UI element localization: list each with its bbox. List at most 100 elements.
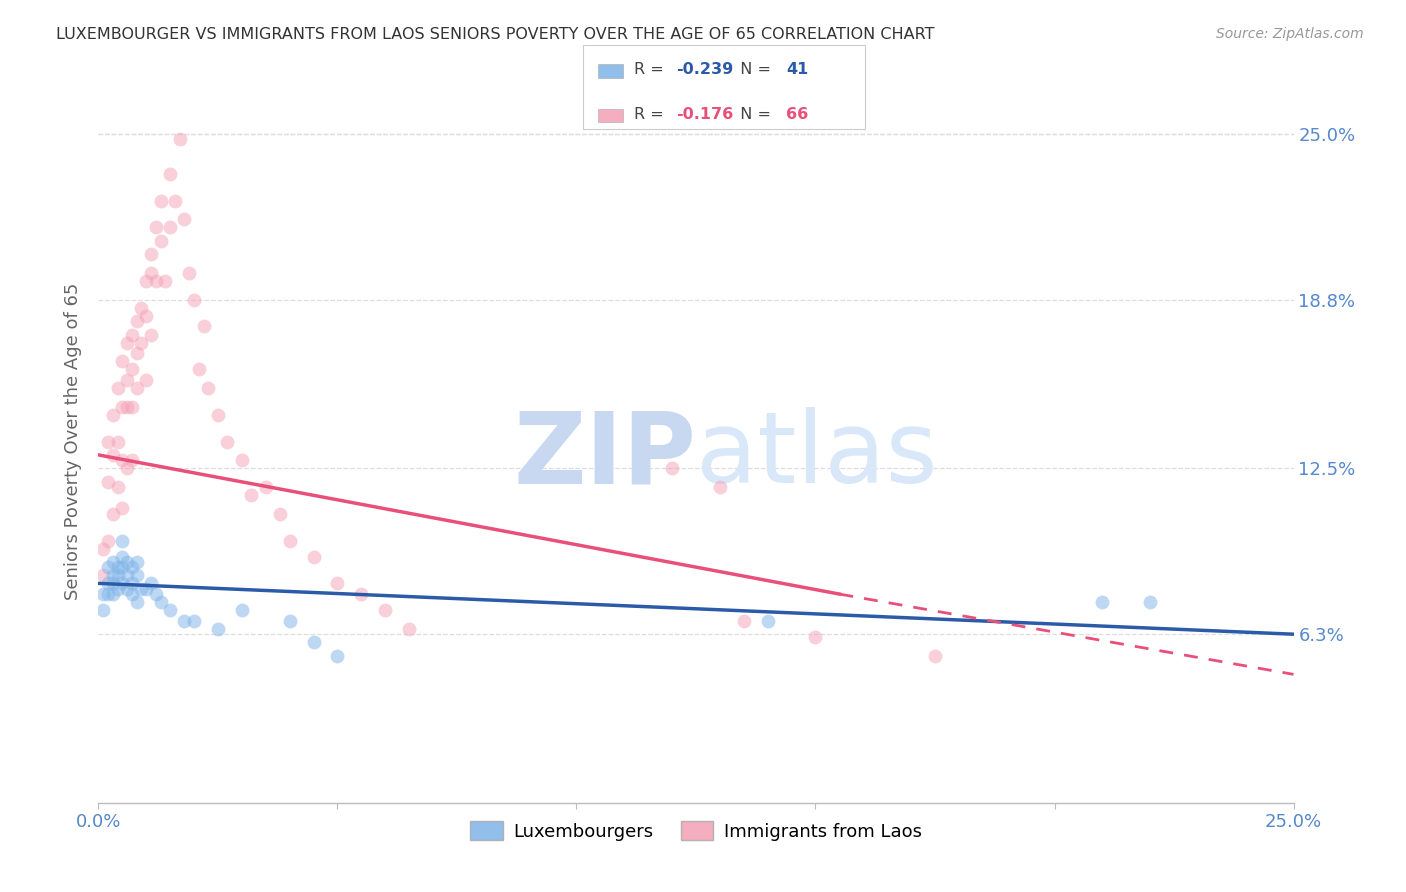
- Point: [101, 568, 124, 582]
- Point: [159, 603, 181, 617]
- Point: [135, 582, 157, 596]
- Point: [107, 582, 129, 596]
- Point: [115, 568, 138, 582]
- Point: [149, 194, 172, 208]
- Text: -0.239: -0.239: [676, 62, 734, 77]
- Point: [173, 614, 195, 628]
- Point: [269, 507, 291, 521]
- Point: [121, 327, 143, 342]
- Point: [121, 576, 143, 591]
- Point: [1091, 595, 1114, 609]
- Point: [145, 587, 167, 601]
- Point: [326, 648, 349, 663]
- Point: [131, 335, 153, 350]
- Point: [924, 648, 946, 663]
- Point: [207, 408, 229, 422]
- Point: [302, 549, 325, 564]
- Point: [107, 434, 129, 449]
- Point: [115, 373, 138, 387]
- Text: N =: N =: [730, 107, 776, 121]
- Point: [217, 434, 239, 449]
- Point: [709, 480, 731, 494]
- Point: [111, 400, 134, 414]
- Point: [139, 266, 162, 280]
- Point: [107, 568, 129, 582]
- Text: R =: R =: [634, 107, 669, 121]
- Point: [97, 560, 120, 574]
- Point: [115, 335, 138, 350]
- Point: [193, 319, 215, 334]
- Point: [326, 576, 349, 591]
- Point: [125, 595, 148, 609]
- Point: [115, 555, 138, 569]
- Point: [350, 587, 373, 601]
- Point: [183, 293, 205, 307]
- Point: [91, 587, 114, 601]
- Text: 66: 66: [786, 107, 808, 121]
- Point: [91, 603, 114, 617]
- Point: [107, 480, 129, 494]
- Point: [121, 587, 143, 601]
- Point: [115, 461, 138, 475]
- Text: -0.176: -0.176: [676, 107, 734, 121]
- Point: [115, 582, 138, 596]
- Point: [121, 362, 143, 376]
- Point: [111, 354, 134, 368]
- Text: ZIP: ZIP: [513, 408, 696, 505]
- Point: [756, 614, 779, 628]
- Point: [254, 480, 277, 494]
- Point: [159, 167, 181, 181]
- Point: [131, 582, 153, 596]
- Point: [207, 622, 229, 636]
- Text: LUXEMBOURGER VS IMMIGRANTS FROM LAOS SENIORS POVERTY OVER THE AGE OF 65 CORRELAT: LUXEMBOURGER VS IMMIGRANTS FROM LAOS SEN…: [56, 27, 935, 42]
- Point: [97, 434, 120, 449]
- Point: [135, 274, 157, 288]
- Point: [111, 549, 134, 564]
- Point: [115, 400, 138, 414]
- Point: [1139, 595, 1161, 609]
- Point: [139, 327, 162, 342]
- Point: [183, 614, 205, 628]
- Point: [101, 507, 124, 521]
- Point: [145, 220, 167, 235]
- Point: [97, 576, 120, 591]
- Point: [278, 614, 301, 628]
- Point: [111, 453, 134, 467]
- Point: [163, 194, 186, 208]
- Text: 41: 41: [786, 62, 808, 77]
- Point: [121, 560, 143, 574]
- Point: [121, 400, 143, 414]
- Point: [111, 560, 134, 574]
- Text: Source: ZipAtlas.com: Source: ZipAtlas.com: [1216, 27, 1364, 41]
- Point: [111, 533, 134, 548]
- Point: [107, 381, 129, 395]
- Text: atlas: atlas: [696, 408, 938, 505]
- Point: [91, 568, 114, 582]
- Point: [135, 309, 157, 323]
- Point: [125, 381, 148, 395]
- Point: [125, 555, 148, 569]
- Point: [101, 408, 124, 422]
- Point: [179, 266, 201, 280]
- Point: [101, 555, 124, 569]
- Point: [155, 274, 177, 288]
- Text: R =: R =: [634, 62, 669, 77]
- Point: [125, 314, 148, 328]
- Point: [374, 603, 396, 617]
- Point: [804, 630, 827, 644]
- Point: [101, 576, 124, 591]
- Legend: Luxembourgers, Immigrants from Laos: Luxembourgers, Immigrants from Laos: [463, 814, 929, 848]
- Point: [240, 488, 263, 502]
- Point: [733, 614, 755, 628]
- Point: [145, 274, 167, 288]
- Point: [149, 234, 172, 248]
- Point: [135, 373, 157, 387]
- Point: [111, 501, 134, 516]
- Y-axis label: Seniors Poverty Over the Age of 65: Seniors Poverty Over the Age of 65: [65, 283, 83, 600]
- Point: [169, 132, 191, 146]
- Point: [149, 595, 172, 609]
- Point: [231, 453, 253, 467]
- Point: [159, 220, 181, 235]
- Point: [97, 533, 120, 548]
- Point: [139, 576, 162, 591]
